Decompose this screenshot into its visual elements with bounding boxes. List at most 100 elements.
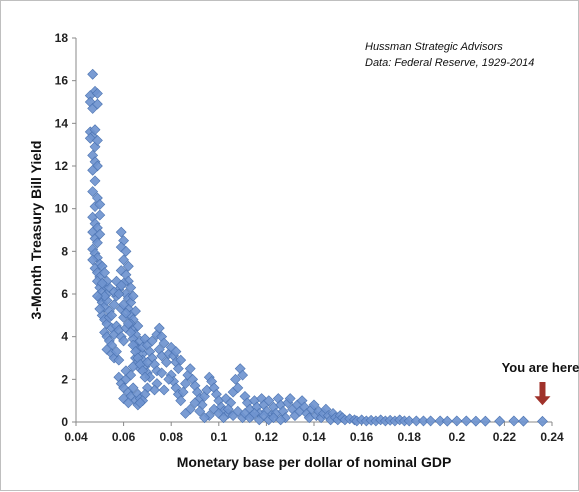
data-point <box>441 415 453 427</box>
data-point <box>194 405 206 417</box>
data-point <box>470 415 482 427</box>
data-point <box>158 337 170 349</box>
data-point <box>163 373 175 385</box>
data-point <box>89 175 101 187</box>
data-point <box>118 299 130 311</box>
data-point <box>425 415 437 427</box>
data-point <box>96 277 108 289</box>
data-point <box>115 226 127 238</box>
data-point <box>122 318 134 330</box>
x-tick-label: 0.16 <box>350 430 374 444</box>
data-point <box>127 290 139 302</box>
data-point <box>99 267 110 279</box>
data-point <box>120 245 132 257</box>
x-tick-label: 0.08 <box>160 430 184 444</box>
data-point <box>156 367 168 379</box>
data-point <box>180 408 191 419</box>
x-tick-label: 0.22 <box>493 430 517 444</box>
data-point <box>418 415 429 427</box>
y-tick-label: 2 <box>61 372 68 386</box>
x-axis-label: Monetary base per dollar of nominal GDP <box>177 454 452 470</box>
data-point <box>249 408 260 419</box>
data-point <box>184 363 196 375</box>
data-point <box>537 415 548 427</box>
data-point <box>172 363 184 375</box>
data-point <box>158 384 170 396</box>
x-tick-label: 0.24 <box>540 430 564 444</box>
data-point <box>460 415 472 427</box>
data-point <box>508 415 520 427</box>
data-point <box>111 346 122 358</box>
data-point <box>170 346 182 358</box>
x-tick-label: 0.1 <box>210 430 227 444</box>
data-point <box>232 382 244 394</box>
data-point <box>87 68 99 80</box>
y-tick-label: 18 <box>55 31 69 45</box>
data-point <box>434 415 446 427</box>
data-points <box>84 68 548 427</box>
data-point <box>127 382 139 394</box>
data-point <box>94 228 106 240</box>
data-point <box>237 369 249 381</box>
data-point <box>146 335 158 347</box>
data-point <box>518 415 529 427</box>
data-point <box>125 369 137 381</box>
data-point <box>106 309 118 321</box>
x-tick-label: 0.2 <box>448 430 465 444</box>
data-point <box>180 378 191 390</box>
data-point <box>87 186 99 198</box>
data-point <box>308 399 320 411</box>
y-tick-label: 12 <box>55 159 69 173</box>
data-point <box>479 415 491 427</box>
data-point <box>134 397 146 409</box>
you-are-here-label: You are here <box>502 360 579 375</box>
x-tick-label: 0.04 <box>64 430 88 444</box>
arrow-head <box>534 396 551 406</box>
arrow-shaft <box>539 382 546 398</box>
source-note-line-2: Data: Federal Reserve, 1929-2014 <box>365 57 534 69</box>
data-point <box>230 373 241 385</box>
data-point <box>94 209 106 221</box>
y-tick-label: 10 <box>55 202 69 216</box>
data-point <box>403 415 415 427</box>
data-point <box>125 326 137 338</box>
tick-labels: 0 2 4 6 8 10 12 14 16 18 0.04 0.06 0.08 0.1 0.12 0.14 0.… <box>55 31 564 444</box>
data-point <box>263 395 275 407</box>
y-tick-label: 6 <box>61 287 68 301</box>
data-point <box>94 303 106 315</box>
data-point <box>451 415 463 427</box>
data-point <box>113 354 125 366</box>
data-point <box>94 198 106 210</box>
data-point <box>91 98 103 110</box>
data-point <box>132 320 144 332</box>
data-point <box>108 299 120 311</box>
data-point <box>130 305 141 317</box>
y-tick-label: 4 <box>61 330 68 344</box>
data-point <box>91 134 103 146</box>
x-tick-label: 0.18 <box>398 430 422 444</box>
data-point <box>99 290 110 302</box>
y-tick-label: 14 <box>55 116 69 130</box>
data-point <box>122 260 134 272</box>
data-point <box>125 282 137 294</box>
x-tick-label: 0.12 <box>255 430 279 444</box>
data-point <box>275 414 287 426</box>
data-point <box>113 288 125 300</box>
data-point <box>89 124 101 136</box>
data-point <box>141 356 153 368</box>
x-tick-label: 0.14 <box>302 430 326 444</box>
data-point <box>175 395 187 407</box>
y-tick-label: 8 <box>61 244 68 258</box>
source-note-line-1: Hussman Strategic Advisors <box>365 41 503 53</box>
data-point <box>284 393 296 404</box>
data-point <box>177 386 189 398</box>
data-point <box>153 322 165 334</box>
y-tick-label: 16 <box>55 74 69 88</box>
data-point <box>161 356 172 368</box>
data-point <box>218 412 229 424</box>
data-point <box>122 397 134 409</box>
data-point <box>115 280 127 291</box>
x-tick-label: 0.06 <box>112 430 136 444</box>
data-point <box>87 164 99 176</box>
